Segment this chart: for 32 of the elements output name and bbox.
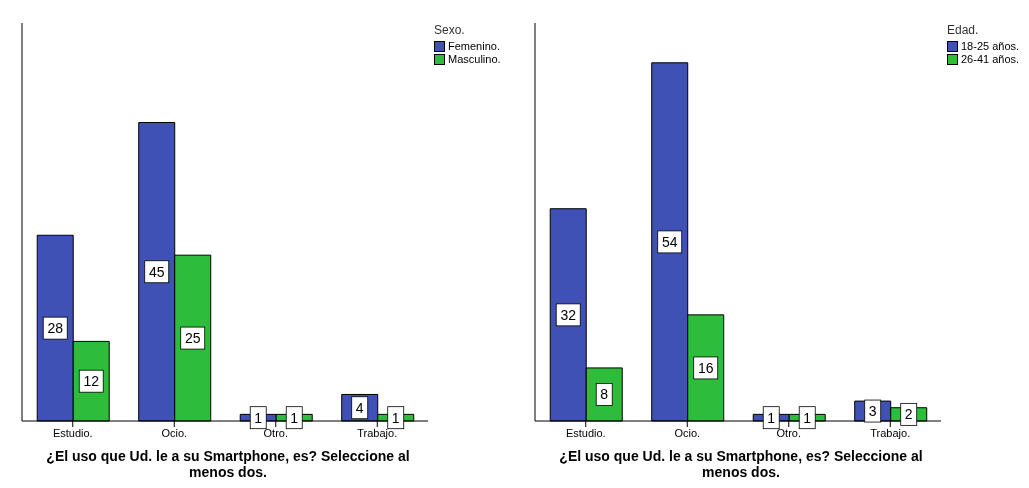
data-label: 25	[184, 330, 201, 347]
legend-label: Femenino.	[448, 40, 500, 52]
x-axis-title: ¿El uso que Ud. le a su Smartphone, es? Seleccione al menos dos.	[45, 448, 411, 480]
data-label: 54	[661, 233, 678, 250]
data-label: 32	[560, 306, 577, 323]
data-label: 12	[83, 373, 100, 390]
data-label: 4	[355, 399, 364, 416]
x-tick-label: Otro.	[263, 426, 288, 439]
data-label: 1	[290, 409, 299, 426]
x-tick-label: Estudio.	[52, 426, 93, 439]
data-label: 1	[803, 409, 812, 426]
data-label: 1	[767, 409, 776, 426]
x-tick-label: Trabajo.	[357, 426, 398, 439]
x-tick-label: Ocio.	[674, 426, 701, 439]
data-label: 1	[254, 409, 263, 426]
data-label: 3	[868, 403, 877, 420]
legend-title: Edad.	[947, 23, 980, 37]
data-label: 1	[391, 409, 400, 426]
data-label: 28	[47, 320, 64, 337]
x-tick-label: Estudio.	[565, 426, 606, 439]
x-axis-title: ¿El uso que Ud. le a su Smartphone, es? Seleccione al menos dos.	[558, 448, 924, 480]
data-label: 16	[697, 359, 714, 376]
data-label: 2	[904, 406, 913, 423]
legend-label: Masculino.	[448, 53, 501, 65]
x-tick-label: Ocio.	[161, 426, 188, 439]
legend-title: Sexo.	[434, 23, 466, 37]
data-label: 45	[148, 263, 165, 280]
data-label: 8	[600, 386, 609, 403]
x-tick-label: Trabajo.	[870, 426, 911, 439]
legend-label: 26-41 años.	[961, 53, 1020, 65]
x-tick-label: Otro.	[776, 426, 801, 439]
legend-label: 18-25 años.	[961, 40, 1020, 52]
